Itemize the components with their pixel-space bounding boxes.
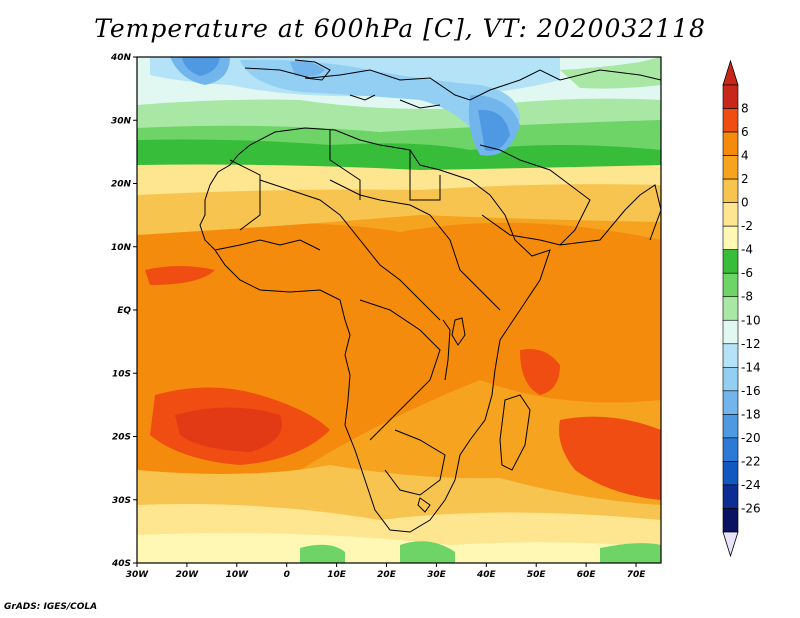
colorbar-over-triangle (722, 59, 739, 86)
colorbar-swatch (722, 225, 739, 250)
colorbar-label: -2 (741, 219, 753, 233)
colorbar-label: -18 (741, 407, 761, 421)
colorbar-swatch (722, 272, 739, 298)
colorbar-label: -26 (741, 501, 761, 515)
colorbar-swatch (722, 343, 739, 368)
colorbar-label: 8 (741, 102, 749, 116)
colorbar-label: 4 (741, 149, 749, 163)
colorbar-swatch (722, 202, 739, 227)
colorbar-under-triangle (722, 531, 739, 558)
lat-tick-label: EQ (117, 306, 131, 316)
lon-tick-label: 0 (284, 570, 290, 580)
colorbar-label: -14 (741, 360, 761, 374)
lat-tick-label: 30N (111, 116, 132, 126)
shaded-temperature-field (137, 57, 661, 563)
colorbar-swatch (722, 319, 739, 345)
colorbar-swatch (722, 84, 739, 109)
colorbar-swatch (722, 296, 739, 321)
lat-tick-label: 10S (112, 369, 131, 379)
coastlines (199, 59, 661, 533)
colorbar-label: -10 (741, 313, 761, 327)
colorbar-label: -12 (741, 337, 761, 351)
colorbar-label: -20 (741, 431, 761, 445)
colorbar-label: -16 (741, 384, 761, 398)
colorbar-swatch (722, 484, 739, 509)
colorbar-swatch (722, 437, 739, 462)
latitude-axis: 40N 30N 20N 10N EQ 10S 20S 30S 40S (110, 53, 137, 569)
colorbar-label: -4 (741, 243, 753, 257)
lat-tick-label: 40N (110, 53, 132, 63)
lon-tick-label: 30W (126, 570, 150, 580)
longitude-axis: 30W 20W 10W 0 10E 20E 30E 40E 50E 60E 70E (126, 563, 646, 580)
colorbar-swatch (722, 108, 739, 133)
colorbar-swatch (722, 508, 739, 533)
lon-tick-label: 50E (527, 570, 547, 580)
colorbar-swatch (722, 155, 739, 180)
colorbar-label: -6 (741, 266, 753, 280)
lat-tick-label: 40S (111, 559, 131, 569)
lon-tick-label: 20W (176, 570, 200, 580)
lon-tick-label: 40E (476, 570, 497, 580)
colorbar-swatch (722, 414, 739, 439)
colorbar-swatch (722, 461, 739, 486)
lat-tick-label: 20N (111, 180, 132, 190)
lat-tick-label: 30S (112, 496, 131, 506)
lon-tick-label: 30E (427, 570, 447, 580)
colorbar-label: -24 (741, 478, 761, 492)
colorbar-label: -22 (741, 454, 761, 468)
temperature-map: 40N 30N 20N 10N EQ 10S 20S 30S 40S 30W 20W 10W 0 10E… (110, 53, 761, 580)
lat-tick-label: 20S (112, 433, 131, 443)
colorbar-swatch (722, 131, 739, 156)
colorbar-label: 2 (741, 172, 749, 186)
colorbar-swatch (722, 367, 739, 392)
colorbar-label: 6 (741, 125, 749, 139)
lon-tick-label: 20E (377, 570, 397, 580)
colorbar-swatch (722, 249, 739, 274)
colorbar-swatch (722, 178, 739, 203)
lon-tick-label: 10E (327, 570, 347, 580)
colorbar-label: 0 (741, 196, 749, 210)
colorbar-swatch (722, 390, 739, 415)
colorbar-label: -8 (741, 290, 753, 304)
chart-title: Temperature at 600hPa [C], VT: 202003211… (94, 14, 706, 43)
colorbar: 8 6 4 2 0 -2 -4 -6 -8 -10 -12 -14 -16 -18 -20 -22 -24 -26 (722, 59, 761, 558)
credit-text: GrADS: IGES/COLA (4, 602, 98, 612)
lat-tick-label: 10N (111, 243, 132, 253)
lon-tick-label: 60E (577, 570, 597, 580)
lon-tick-label: 10W (226, 570, 250, 580)
lon-tick-label: 70E (627, 570, 647, 580)
